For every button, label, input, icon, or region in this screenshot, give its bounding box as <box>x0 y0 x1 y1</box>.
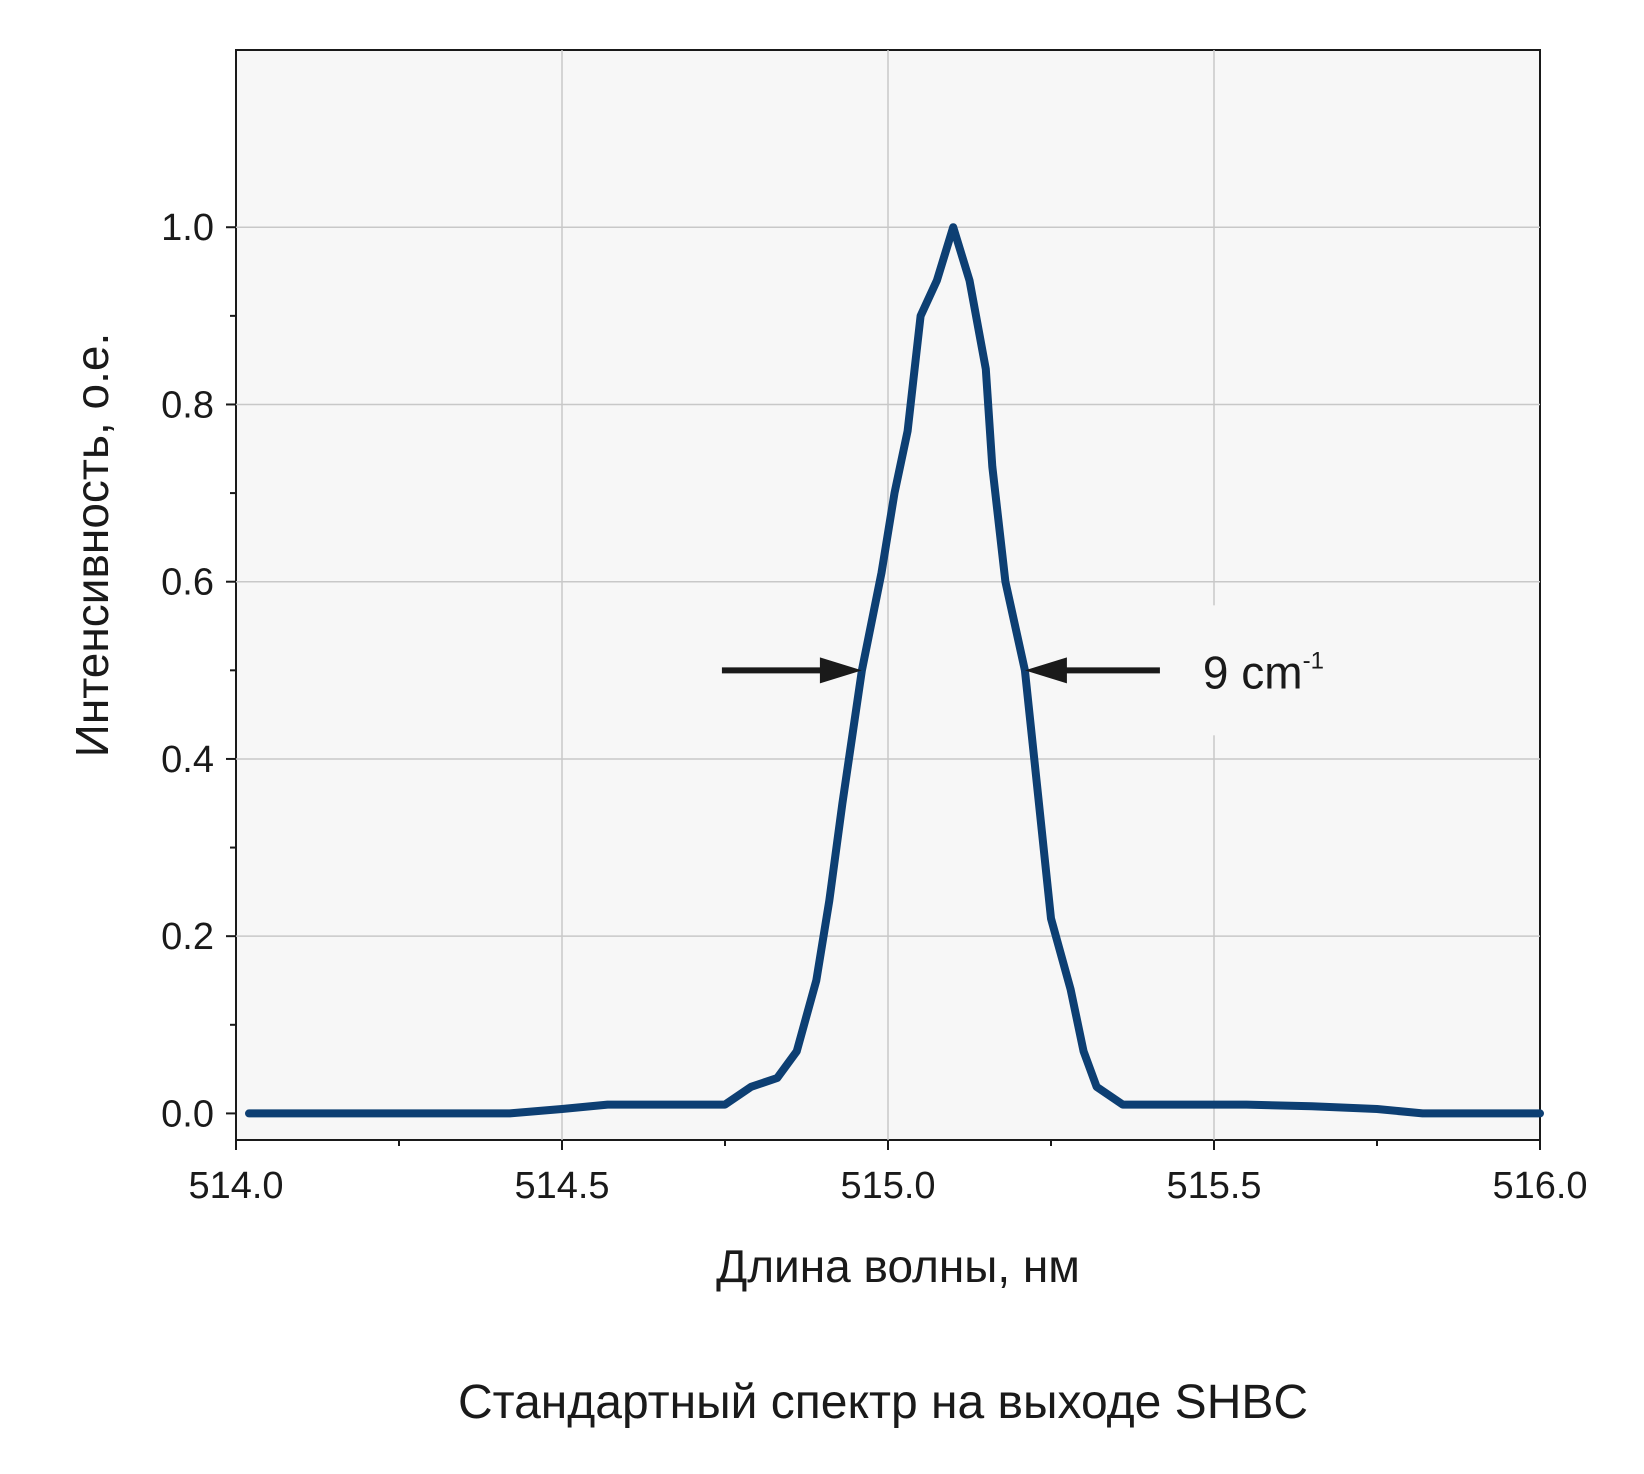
data-points <box>248 227 1541 1114</box>
y-axis-title: Интенсивность, о.е. <box>66 333 118 757</box>
x-tick-label: 515.5 <box>1166 1165 1261 1207</box>
fwhm-label-main: 9 cm <box>1203 646 1303 698</box>
y-tick-label: 0.4 <box>161 739 214 781</box>
y-tick-label: 0.6 <box>161 562 214 604</box>
axis-ticks: 514.0 514.5 515.0 515.5 516.0 0.0 0.2 0.4 0.6 0.8… <box>161 207 1587 1207</box>
grid <box>236 50 1540 1140</box>
annotation-background <box>1192 605 1348 736</box>
left-arrow-head <box>819 657 862 684</box>
chart-caption: Стандартный спектр на выходе SHBC <box>458 1376 1308 1429</box>
series-layer <box>245 223 1544 1118</box>
y-tick-label: 0.8 <box>161 384 214 426</box>
fwhm-label-superscript: -1 <box>1303 647 1324 674</box>
x-tick-label: 514.0 <box>188 1165 283 1207</box>
x-tick-label: 515.0 <box>840 1165 935 1207</box>
y-tick-label: 0.0 <box>161 1093 214 1135</box>
fwhm-annotation: 9 cm-1 <box>721 605 1348 736</box>
y-tick-label: 1.0 <box>161 207 214 249</box>
x-tick-label: 514.5 <box>514 1165 609 1207</box>
x-axis-title: Длина волны, нм <box>716 1240 1080 1292</box>
x-tick-label: 516.0 <box>1492 1165 1587 1207</box>
right-arrow-head <box>1024 657 1067 684</box>
y-tick-label: 0.2 <box>161 916 214 958</box>
spectrum-line <box>245 223 1544 1118</box>
fwhm-label: 9 cm-1 <box>1203 646 1324 698</box>
